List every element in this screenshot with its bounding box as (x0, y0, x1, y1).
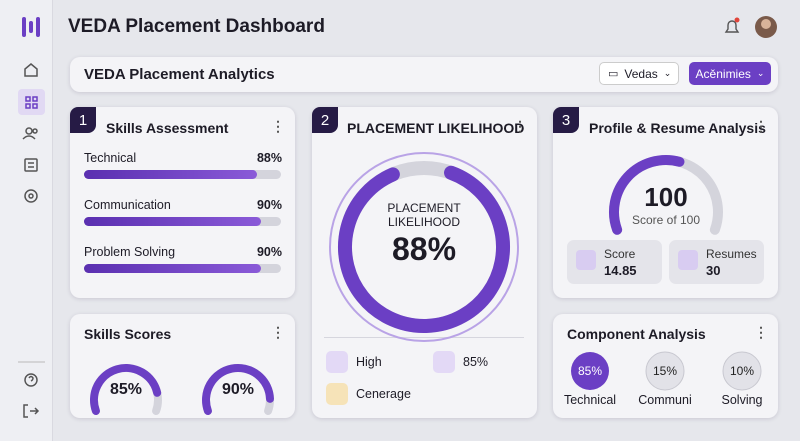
legend-label: High (356, 355, 382, 369)
skill-name: Communication (84, 198, 171, 212)
card-title: PLACEMENT LIKELIHOOD (347, 120, 525, 136)
skill-name: Technical (84, 151, 137, 165)
skill-value: 88% (256, 151, 282, 165)
ring-value: 88% (391, 231, 457, 267)
ring-fill (338, 165, 510, 333)
skill-value: 90% (256, 198, 282, 212)
stat-icon (678, 250, 698, 270)
ring-caption: PLACEMENT LIKELIHOOD (387, 201, 461, 229)
bar-fill (84, 217, 262, 226)
filter-label: Vedas (624, 66, 658, 81)
card-badge: 3 (553, 107, 579, 133)
card-title: Skills Scores (84, 326, 172, 342)
filter-dropdown[interactable]: ▭ Vedas ⌄ (599, 62, 679, 85)
legend-icon (326, 351, 348, 373)
score-value: 100 (644, 182, 688, 212)
toolbar: VEDA Placement Analytics ▭ Vedas ⌄ Acěnimi… (70, 57, 778, 92)
card-title: Skills Assessment (106, 120, 229, 136)
button-label: Acěnimies (695, 66, 751, 81)
card-badge: 1 (70, 107, 96, 133)
component-circle (571, 352, 609, 390)
page-title: VEDA Placement Dashboard (68, 16, 325, 37)
action-button[interactable]: Acěnimies ⌄ (689, 62, 771, 85)
gauge-fill (90, 364, 162, 415)
divider (324, 337, 524, 338)
gauge-fill (202, 364, 274, 415)
gauge-value: 85% (109, 381, 143, 398)
menu[interactable]: ⋮ (271, 118, 285, 134)
menu[interactable]: ⋮ (754, 118, 768, 134)
sidebar (0, 0, 53, 441)
card-title: Component Analysis (567, 326, 706, 342)
component-value: 85% (577, 364, 603, 378)
header-icons (724, 16, 777, 38)
component-value: 15% (652, 364, 678, 378)
toolbar-title: VEDA Placement Analytics (84, 66, 275, 83)
gauge-value: 90% (221, 381, 255, 398)
skill-value: 90% (256, 245, 282, 259)
menu[interactable]: ⋮ (271, 324, 285, 340)
skill-name: Problem Solving (84, 245, 176, 259)
component-value: 10% (729, 364, 755, 378)
component-circle (722, 351, 762, 391)
menu[interactable]: ⋮ (754, 324, 768, 340)
component-name: Technical (563, 393, 617, 407)
stat-label: Resumes (706, 247, 757, 261)
card-title: Profile & Resume Analysis (589, 120, 766, 136)
component-name: Communi (638, 393, 692, 407)
legend-label: Cenerage (356, 387, 411, 401)
score-caption: Score of 100 (631, 213, 701, 227)
stat-icon (576, 250, 596, 270)
stat-value: 30 (706, 263, 721, 278)
component-circle (645, 351, 685, 391)
card-badge: 2 (312, 107, 338, 133)
menu[interactable]: ⋮ (513, 118, 527, 134)
stat-label: Score (604, 247, 636, 261)
sidebar-icons (18, 17, 45, 418)
bar-fill (84, 170, 258, 179)
score-gauge-fill (609, 155, 685, 235)
ring-outline (329, 152, 519, 342)
legend-icon (326, 383, 348, 405)
component-name: Solving (721, 393, 763, 407)
bar-fill (84, 264, 262, 273)
legend-label: 85% (463, 355, 489, 369)
skills-scores-card: Skills Scores ⋮ (70, 314, 295, 418)
legend-icon (433, 351, 455, 373)
stat-value: 14.85 (604, 263, 637, 278)
